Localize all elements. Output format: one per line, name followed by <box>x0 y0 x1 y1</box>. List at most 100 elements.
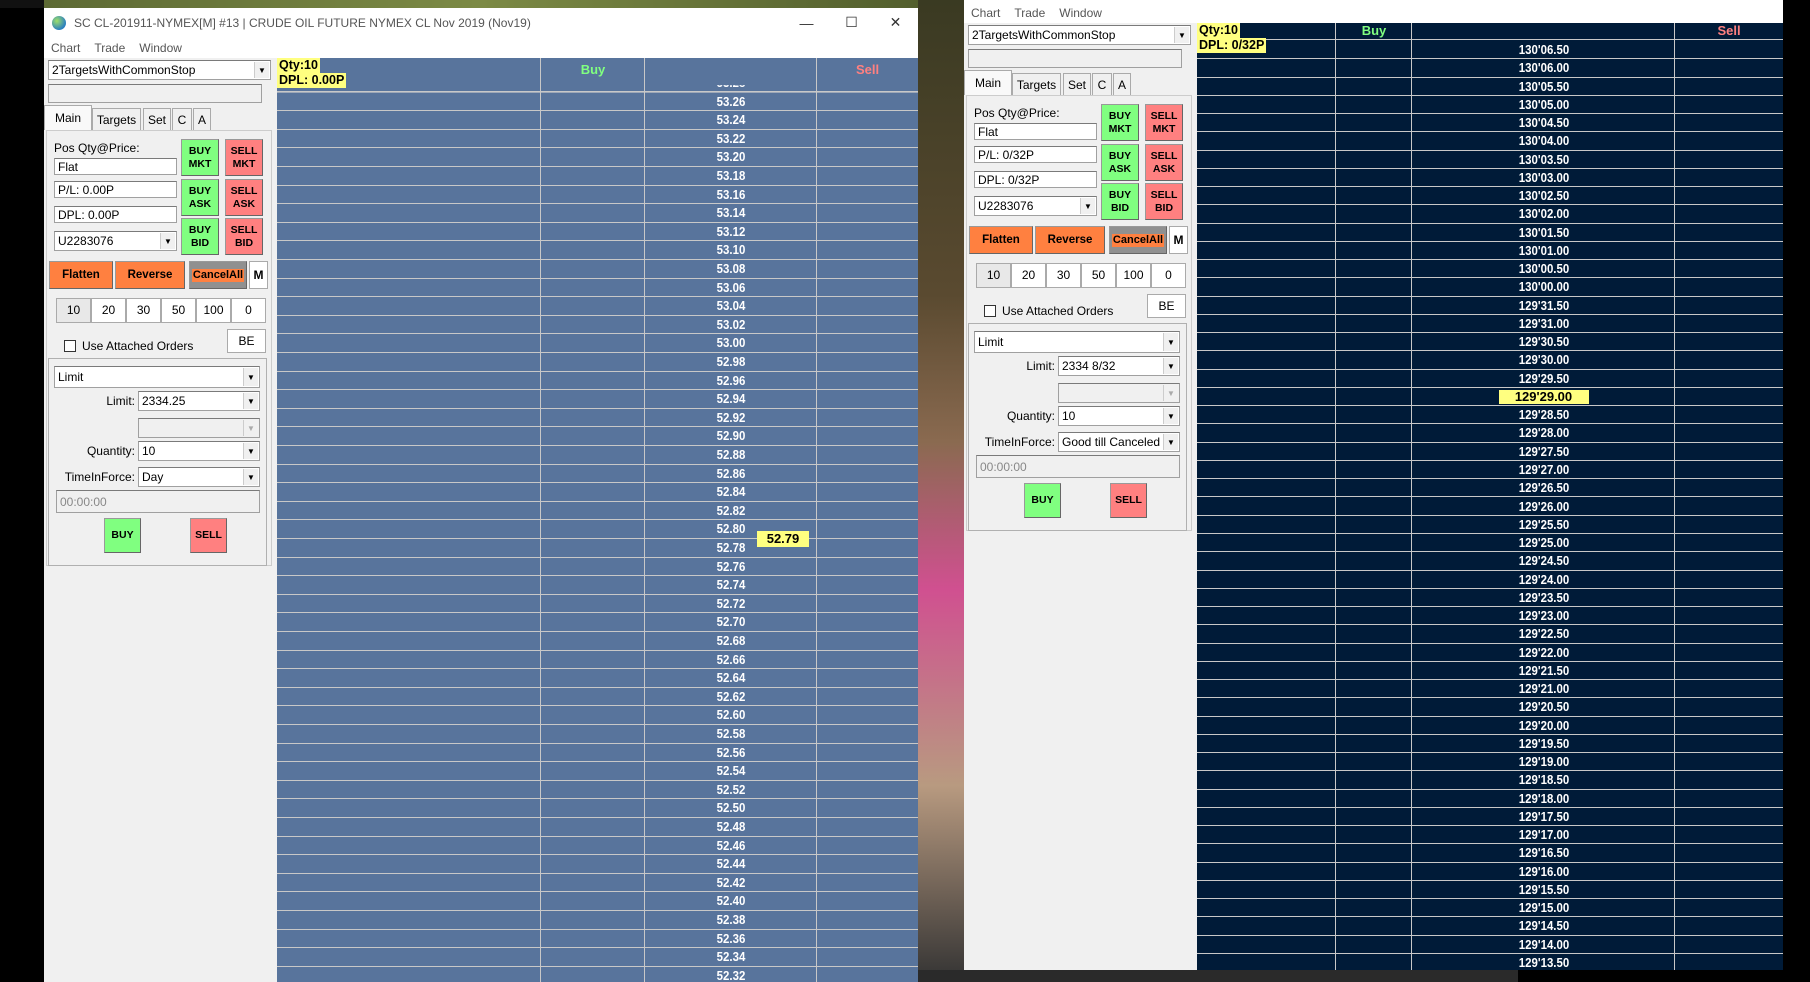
ladder-row[interactable]: 129'15.00 <box>1197 899 1783 918</box>
ladder-row[interactable]: 130'03.50 <box>1197 151 1783 169</box>
ladder-row[interactable]: 129'25.00 <box>1197 534 1783 553</box>
order-type-selector[interactable]: Limit ▼ <box>974 331 1180 353</box>
qty-preset-20[interactable]: 20 <box>1011 263 1046 288</box>
qty-preset-50[interactable]: 50 <box>1081 263 1116 288</box>
ladder-row[interactable]: 52.36 <box>277 930 918 949</box>
flatten-button[interactable]: Flatten <box>969 226 1033 254</box>
ladder-row[interactable]: 52.84 <box>277 483 918 502</box>
time-field[interactable]: 00:00:00 <box>56 490 260 513</box>
menu-trade[interactable]: Trade <box>1014 6 1046 20</box>
ladder-row[interactable]: 52.66 <box>277 651 918 670</box>
price-ladder[interactable]: 53.26 53.24 53.22 53.20 53.18 53.16 53.14 53.12… <box>277 58 918 982</box>
ladder-row[interactable]: 52.94 <box>277 390 918 409</box>
chevron-down-icon[interactable]: ▼ <box>1163 358 1178 374</box>
ladder-row[interactable]: 53.24 <box>277 111 918 130</box>
ladder-row[interactable]: 129'17.00 <box>1197 826 1783 845</box>
ladder-row[interactable]: 129'20.50 <box>1197 698 1783 717</box>
ladder-row[interactable]: 52.72 <box>277 595 918 614</box>
ladder-row[interactable]: 53.00 <box>277 334 918 353</box>
ladder-row[interactable]: 52.86 <box>277 465 918 484</box>
ladder-row[interactable]: 130'00.50 <box>1197 260 1783 279</box>
ladder-row[interactable]: 52.40 <box>277 892 918 911</box>
account-selector[interactable]: U2283076 ▼ <box>54 231 177 251</box>
ladder-row[interactable]: 129'29.00 <box>1197 388 1783 407</box>
qty-preset-50[interactable]: 50 <box>161 298 196 323</box>
study-selector[interactable]: 2TargetsWithCommonStop ▼ <box>48 60 271 80</box>
quantity-selector[interactable]: 10 ▼ <box>1058 406 1180 426</box>
sell-bid-button[interactable]: SELL BID <box>225 218 263 255</box>
ladder-row[interactable]: 52.62 <box>277 688 918 707</box>
ladder-row[interactable]: 129'13.50 <box>1197 954 1783 970</box>
ladder-row[interactable]: 129'22.50 <box>1197 625 1783 644</box>
be-button[interactable]: BE <box>227 329 266 353</box>
ladder-row[interactable]: 52.92 <box>277 409 918 428</box>
ladder-row[interactable]: 53.12 <box>277 223 918 242</box>
chevron-down-icon[interactable]: ▼ <box>254 62 269 78</box>
buy-mkt-button[interactable]: BUY MKT <box>181 139 219 176</box>
ladder-row[interactable]: 53.20 <box>277 148 918 167</box>
ladder-row[interactable]: 52.60 <box>277 706 918 725</box>
ladder-row[interactable]: 130'00.00 <box>1197 278 1783 297</box>
ladder-row[interactable]: 129'16.00 <box>1197 863 1783 881</box>
tab-a[interactable]: A <box>193 108 211 130</box>
ladder-row[interactable]: 129'21.50 <box>1197 662 1783 681</box>
ladder-row[interactable]: 129'15.50 <box>1197 881 1783 900</box>
ladder-row[interactable]: 129'19.50 <box>1197 735 1783 754</box>
ladder-row[interactable]: 129'31.00 <box>1197 315 1783 334</box>
title-bar[interactable]: SC CL-201911-NYMEX[M] #13 | CRUDE OIL FU… <box>44 8 918 37</box>
chevron-down-icon[interactable]: ▼ <box>1163 385 1178 401</box>
ladder-row[interactable]: 130'06.50 <box>1197 41 1783 60</box>
ladder-row[interactable]: 129'16.50 <box>1197 844 1783 863</box>
ladder-row[interactable]: 52.56 <box>277 744 918 763</box>
tab-set[interactable]: Set <box>1063 73 1091 95</box>
ladder-row[interactable]: 129'21.00 <box>1197 680 1783 699</box>
buy-column-header[interactable]: Buy <box>1361 23 1387 38</box>
menu-window[interactable]: Window <box>139 40 182 55</box>
limit-price-selector[interactable]: 2334.25 ▼ <box>138 391 260 411</box>
ladder-row[interactable]: 130'05.50 <box>1197 78 1783 96</box>
ladder-row[interactable]: 52.46 <box>277 837 918 856</box>
ladder-row[interactable]: 53.14 <box>277 204 918 223</box>
ladder-row[interactable]: 52.70 <box>277 613 918 632</box>
ladder-row[interactable]: 129'14.50 <box>1197 917 1783 936</box>
ladder-row[interactable]: 53.16 <box>277 186 918 205</box>
ladder-row[interactable]: 129'30.00 <box>1197 351 1783 370</box>
ladder-row[interactable]: 53.22 <box>277 130 918 149</box>
tab-set[interactable]: Set <box>143 108 171 130</box>
ladder-row[interactable]: 129'19.00 <box>1197 753 1783 772</box>
ladder-row[interactable]: 52.54 <box>277 762 918 781</box>
ladder-row[interactable]: 130'01.00 <box>1197 242 1783 261</box>
tab-c[interactable]: C <box>1092 73 1112 95</box>
tab-main[interactable]: Main <box>44 105 92 130</box>
ladder-row[interactable]: 52.52 <box>277 781 918 800</box>
buy-column-header[interactable]: Buy <box>580 62 606 77</box>
ladder-row[interactable]: 52.38 <box>277 911 918 930</box>
menu-trade[interactable]: Trade <box>94 40 126 55</box>
tab-c[interactable]: C <box>172 108 192 130</box>
ladder-row[interactable]: 130'04.00 <box>1197 132 1783 151</box>
buy-order-button[interactable]: BUY <box>104 518 141 553</box>
m-button[interactable]: M <box>249 261 268 289</box>
ladder-row[interactable]: 52.96 <box>277 372 918 391</box>
tab-main[interactable]: Main <box>964 70 1012 95</box>
cancel-all-button[interactable]: CancelAll <box>1109 226 1167 254</box>
attached-orders-checkbox[interactable] <box>64 340 76 352</box>
qty-preset-0[interactable]: 0 <box>231 298 266 323</box>
ladder-row[interactable]: 130'02.50 <box>1197 187 1783 206</box>
order-type-selector[interactable]: Limit ▼ <box>54 366 260 388</box>
chevron-down-icon[interactable]: ▼ <box>1163 408 1178 424</box>
ladder-row[interactable]: 53.08 <box>277 260 918 279</box>
qty-preset-30[interactable]: 30 <box>126 298 161 323</box>
chevron-down-icon[interactable]: ▼ <box>243 469 258 485</box>
time-in-force-selector[interactable]: Day ▼ <box>138 467 260 487</box>
ladder-row[interactable]: 52.50 <box>277 799 918 818</box>
ladder-row[interactable]: 130'06.00 <box>1197 59 1783 78</box>
sell-ask-button[interactable]: SELL ASK <box>225 179 263 216</box>
flatten-button[interactable]: Flatten <box>49 261 113 289</box>
ladder-row[interactable]: 129'28.50 <box>1197 406 1783 425</box>
ladder-row[interactable]: 52.58 <box>277 725 918 744</box>
account-selector[interactable]: U2283076 ▼ <box>974 196 1097 216</box>
ladder-row[interactable]: 129'26.00 <box>1197 498 1783 516</box>
ladder-row[interactable]: 129'27.50 <box>1197 443 1783 461</box>
tab-targets[interactable]: Targets <box>1012 73 1061 95</box>
